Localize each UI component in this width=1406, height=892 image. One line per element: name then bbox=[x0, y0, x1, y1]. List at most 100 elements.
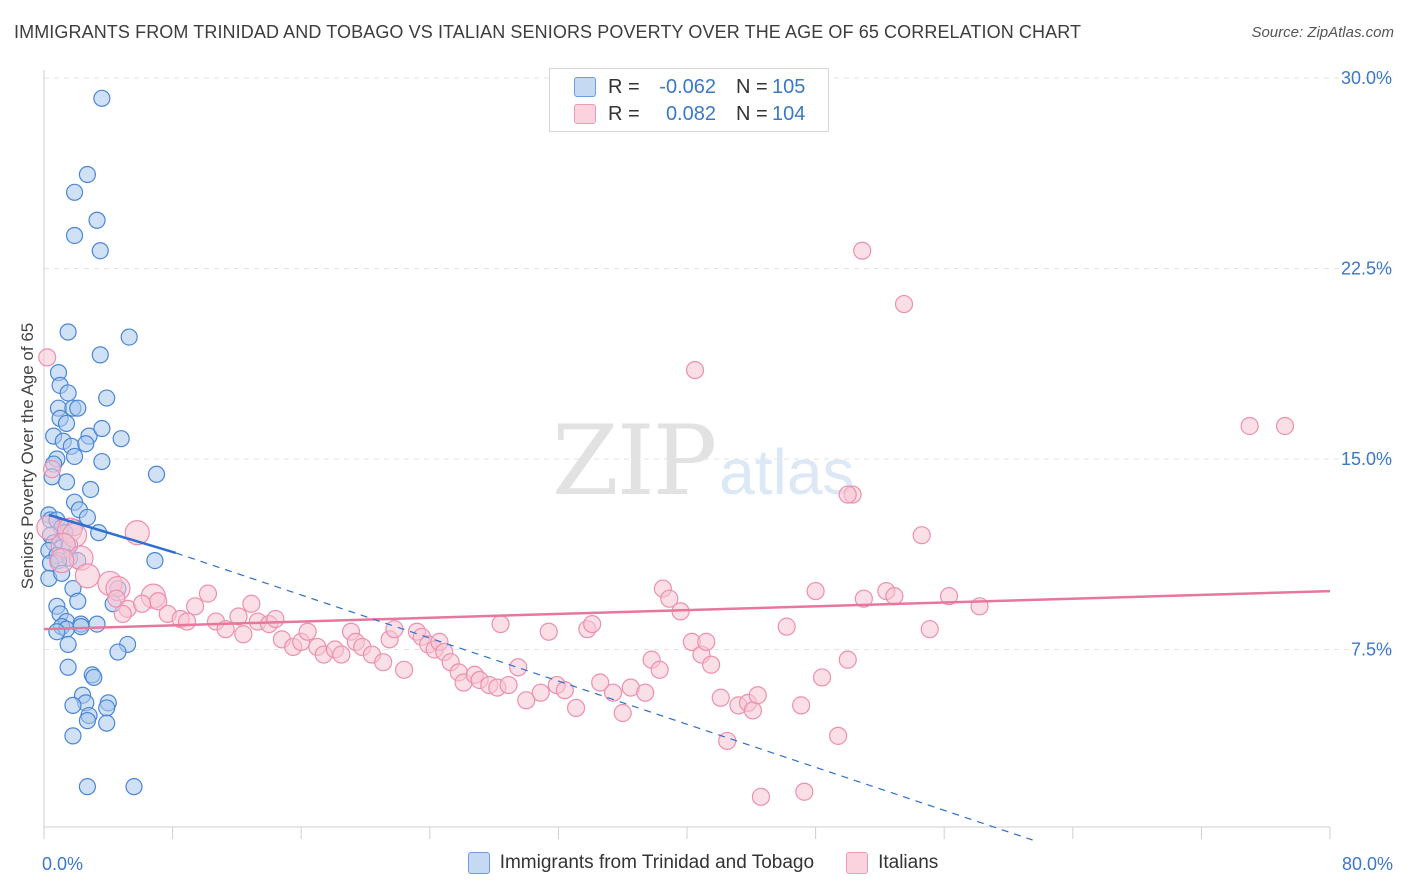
data-point-trinidad bbox=[78, 165, 97, 184]
data-point-trinidad bbox=[59, 384, 77, 402]
legend-swatch-pink bbox=[846, 852, 869, 874]
data-point-trinidad bbox=[147, 465, 166, 483]
data-point-italians bbox=[42, 460, 62, 479]
data-point-italians bbox=[1240, 416, 1259, 436]
data-point-italians bbox=[806, 581, 825, 601]
data-point-trinidad bbox=[88, 211, 106, 229]
data-point-trinidad bbox=[82, 480, 100, 499]
data-point-italians bbox=[517, 691, 536, 710]
data-point-trinidad bbox=[64, 696, 82, 714]
data-point-trinidad bbox=[98, 389, 116, 407]
data-point-italians bbox=[374, 653, 393, 672]
y-tick-label: 15.0% bbox=[1341, 449, 1392, 469]
data-point-italians bbox=[685, 361, 705, 380]
data-point-trinidad bbox=[78, 712, 97, 730]
x-tick-label: 0.0% bbox=[42, 854, 83, 874]
data-point-italians bbox=[177, 612, 197, 631]
data-point-italians bbox=[812, 668, 832, 687]
data-point-trinidad bbox=[120, 328, 138, 346]
data-point-italians bbox=[499, 675, 518, 695]
data-point-italians bbox=[132, 594, 152, 613]
trend-line-italians bbox=[43, 589, 1331, 631]
data-point-trinidad bbox=[78, 778, 97, 796]
data-point-italians bbox=[650, 660, 669, 679]
legend-n-label: N = bbox=[736, 75, 768, 98]
data-point-italians bbox=[894, 294, 914, 314]
data-point-italians bbox=[591, 673, 610, 692]
tick-labels: 7.5% 15.0% 22.5% 30.0% 0.0% 80.0% bbox=[42, 68, 1393, 874]
data-point-italians bbox=[229, 607, 248, 626]
trend-lines bbox=[43, 513, 1331, 841]
data-point-italians bbox=[743, 701, 763, 720]
data-point-italians bbox=[107, 589, 126, 608]
data-point-italians bbox=[603, 683, 623, 702]
source-label: Source: ZipAtlas.com bbox=[1251, 24, 1394, 41]
data-point-italians bbox=[74, 563, 101, 589]
data-point-trinidad bbox=[125, 778, 143, 796]
y-tick-label: 30.0% bbox=[1341, 68, 1392, 88]
data-point-italians bbox=[298, 622, 317, 641]
data-point-italians bbox=[509, 658, 528, 677]
data-point-trinidad bbox=[91, 346, 109, 364]
data-point-italians bbox=[531, 683, 550, 702]
data-point-italians bbox=[751, 787, 771, 806]
gridlines bbox=[44, 77, 1390, 650]
data-point-italians bbox=[920, 620, 939, 639]
legend-label-blue: Immigrants from Trinidad and Tobago bbox=[499, 852, 815, 873]
data-point-italians bbox=[566, 698, 586, 718]
x-tick-label: 80.0% bbox=[1342, 854, 1393, 874]
legend-r-label: R = bbox=[608, 75, 640, 98]
legend-swatch-pink bbox=[574, 104, 596, 124]
data-point-italians bbox=[186, 597, 205, 616]
data-point-trinidad bbox=[146, 551, 164, 570]
data-point-italians bbox=[1275, 416, 1295, 436]
data-point-italians bbox=[491, 614, 510, 634]
legend-n-value-blue: 105 bbox=[772, 75, 806, 98]
data-point-italians bbox=[242, 594, 261, 613]
data-point-italians bbox=[912, 526, 931, 545]
axes bbox=[43, 70, 1331, 839]
y-tick-label: 22.5% bbox=[1341, 259, 1392, 279]
data-point-italians bbox=[711, 688, 730, 707]
legend-swatch-blue bbox=[574, 77, 596, 97]
data-point-italians bbox=[829, 726, 848, 745]
data-point-trinidad bbox=[69, 592, 87, 610]
legend-label-pink: Italians bbox=[878, 852, 939, 873]
trend-line-trinidad bbox=[48, 513, 177, 555]
legend-n-label: N = bbox=[736, 102, 768, 125]
series-blue-points bbox=[40, 89, 166, 796]
data-point-italians bbox=[49, 547, 75, 574]
data-point-trinidad bbox=[109, 643, 127, 661]
data-point-italians bbox=[38, 348, 57, 367]
data-point-italians bbox=[198, 584, 218, 603]
data-point-italians bbox=[636, 683, 655, 702]
correlation-legend: R = -0.062 N = 105 R = 0.082 N = 104 bbox=[549, 68, 829, 132]
data-point-italians bbox=[939, 587, 959, 606]
data-point-trinidad bbox=[93, 89, 111, 107]
data-point-trinidad bbox=[69, 399, 87, 417]
data-point-italians bbox=[539, 622, 558, 641]
data-point-italians bbox=[854, 589, 873, 608]
data-point-italians bbox=[113, 604, 132, 624]
legend-item-pink[interactable]: Italians bbox=[846, 852, 938, 874]
data-point-italians bbox=[838, 485, 857, 504]
data-point-trinidad bbox=[59, 635, 77, 654]
data-point-trinidad bbox=[57, 414, 76, 433]
legend-r-value-blue: -0.062 bbox=[659, 75, 716, 98]
data-point-trinidad bbox=[64, 727, 82, 745]
data-point-italians bbox=[702, 655, 721, 674]
data-point-trinidad bbox=[98, 699, 116, 717]
data-point-italians bbox=[697, 632, 716, 651]
data-point-italians bbox=[266, 609, 285, 629]
chart-title: IMMIGRANTS FROM TRINIDAD AND TOBAGO VS I… bbox=[14, 22, 1082, 42]
data-point-trinidad bbox=[65, 447, 84, 466]
legend-item-blue[interactable]: Immigrants from Trinidad and Tobago bbox=[467, 852, 815, 874]
data-point-italians bbox=[385, 620, 404, 639]
legend-r-value-pink: 0.082 bbox=[665, 102, 716, 125]
data-point-trinidad bbox=[85, 668, 103, 687]
data-point-trinidad bbox=[77, 435, 95, 453]
legend-n-value-pink: 104 bbox=[772, 102, 806, 125]
data-point-trinidad bbox=[93, 419, 111, 438]
data-point-trinidad bbox=[72, 618, 90, 636]
